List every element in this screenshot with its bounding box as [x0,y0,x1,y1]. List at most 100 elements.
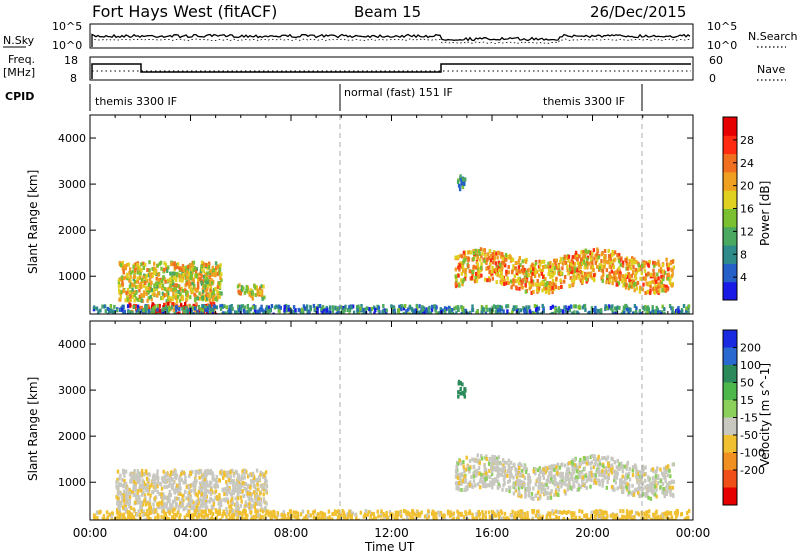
power-cell [193,298,197,303]
velocity-cell [143,518,146,520]
velocity-cell [626,460,630,465]
nsearch-label: N.Search [748,30,798,43]
y-tick-label: 2000 [58,224,86,237]
power-cell [511,269,514,274]
power-cell [671,309,674,314]
velocity-cell [136,500,139,505]
velocity-cell [231,500,234,505]
power-cell [187,279,191,284]
power-cell [458,263,462,268]
velocity-cell [223,511,227,516]
power-cell [192,260,196,265]
power-cell [139,276,142,281]
y-tick-label: 3000 [58,178,86,191]
power-cell [325,308,329,313]
velocity-cell [188,514,192,519]
velocity-cell [133,479,136,484]
power-cell [662,277,665,282]
power-cell [136,262,139,267]
power-cell [591,276,594,280]
power-cell [393,311,396,314]
velocity-cell [212,505,215,510]
power-cell [512,305,516,310]
velocity-cell [249,483,253,488]
power-cell [129,267,132,272]
velocity-cell [585,518,588,520]
power-cell [653,311,657,314]
power-cell [672,311,675,314]
power-cell [198,296,201,301]
power-cell [262,284,265,289]
power-cell [124,266,127,271]
power-cell [478,251,481,256]
power-cell [592,248,596,253]
velocity-cell [496,479,500,484]
velocity-cell [305,516,308,520]
power-cell [553,270,556,275]
power-cell [106,306,109,311]
power-cell [153,261,156,266]
velocity-cell [515,475,519,480]
power-cell [135,279,139,284]
velocity-cell [616,486,619,491]
power-cell [377,305,381,310]
power-cell [197,309,201,314]
velocity-cell [253,501,256,506]
velocity-cell [234,488,238,493]
power-cell [486,278,489,283]
velocity-cell [488,456,491,461]
velocity-cell [497,455,501,460]
velocity-cell [321,512,325,517]
velocity-cell [491,485,494,490]
velocity-cell [174,469,177,474]
power-cell [612,265,615,270]
velocity-cell [164,477,167,481]
power-cell [136,284,139,289]
power-cell [528,305,531,310]
velocity-cell [167,506,170,511]
power-cell [502,309,505,314]
velocity-cell [254,497,257,502]
power-cell [491,252,494,256]
velocity-cell [248,501,251,506]
velocity-cell [523,476,527,481]
power-cell [553,258,556,263]
velocity-cell [647,475,650,480]
velocity-cell [517,468,520,472]
velocity-cell [231,489,234,494]
power-cell [243,310,246,314]
velocity-cell [498,461,501,465]
velocity-cell [672,479,676,484]
power-cell [534,269,537,274]
power-cell [224,311,227,314]
velocity-cell [210,485,213,490]
power-cell [150,287,153,292]
power-cell [362,312,366,314]
power-cell [177,272,180,277]
velocity-cell [364,509,368,513]
power-cell [612,258,616,263]
velocity-cell [211,490,214,495]
velocity-cell [225,497,228,502]
power-cell [377,308,380,313]
power-cell [549,306,553,310]
velocity-cell [374,516,377,520]
velocity-cell [228,515,232,520]
velocity-cell [145,483,148,488]
power-cell [147,273,150,278]
power-cell [630,273,633,278]
velocity-cell [550,470,553,475]
power-cell [542,265,545,270]
velocity-cell [468,510,472,515]
power-cell [172,262,175,267]
velocity-cell [185,496,188,501]
power-cell [557,306,561,311]
power-cell [651,279,654,284]
power-cell [431,304,434,309]
power-cell [483,308,486,313]
power-cell [502,260,506,265]
velocity-cell [222,475,225,480]
power-cell [197,285,200,290]
power-cell [195,295,198,299]
velocity-cell [203,495,207,500]
